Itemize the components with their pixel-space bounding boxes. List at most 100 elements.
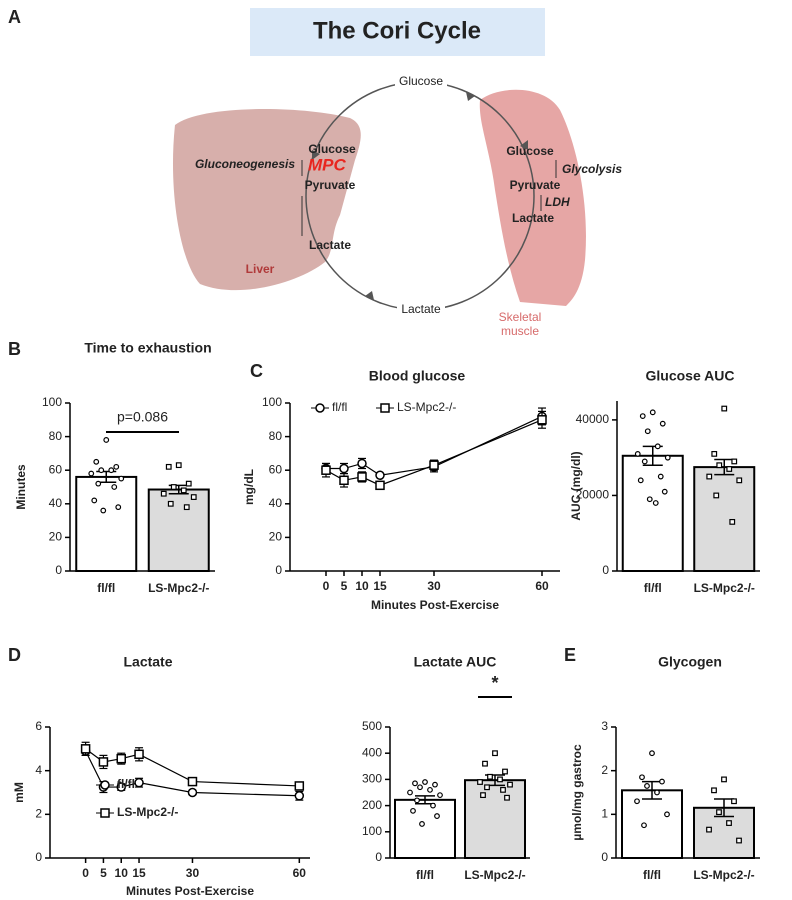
y-axis-label: µmol/mg gastroc (570, 744, 584, 841)
data-point (190, 494, 197, 500)
y-tick-label: 3 (601, 719, 608, 733)
y-tick-label: 20 (269, 530, 283, 544)
diagram-label: Lactate (309, 238, 351, 252)
data-point (434, 813, 440, 819)
data-point (116, 782, 126, 792)
data-point (357, 472, 367, 482)
x-tick-label: fl/fl (643, 868, 661, 882)
x-tick-label: 15 (373, 579, 387, 593)
data-point (414, 797, 420, 804)
arrowhead (466, 92, 475, 101)
data-point (113, 463, 120, 470)
data-point (91, 497, 98, 504)
x-tick-label: 30 (186, 866, 200, 880)
diagram-label: Glycolysis (562, 162, 622, 176)
x-tick-label: 0 (82, 866, 89, 880)
data-point (644, 783, 650, 789)
y-axis-label: mM (12, 782, 26, 803)
y-tick-label: 100 (262, 395, 282, 409)
label-bg (397, 302, 445, 318)
x-axis-label: Minutes Post-Exercise (371, 598, 499, 612)
data-point (731, 458, 738, 465)
title-box (250, 8, 545, 56)
y-axis-label: Minutes (14, 464, 28, 510)
data-point (429, 460, 439, 470)
data-point (407, 789, 413, 796)
data-point (637, 477, 644, 484)
data-point (410, 807, 416, 814)
data-point (430, 802, 436, 809)
data-point (111, 484, 118, 490)
y-tick-label: 20 (49, 530, 63, 544)
diagram-label: Glucose (399, 74, 443, 88)
data-point (652, 500, 659, 506)
y-tick-label: 80 (49, 429, 63, 443)
y-tick-label: 2 (601, 763, 608, 777)
y-tick-label: 60 (49, 462, 63, 476)
panel-label: A (8, 7, 21, 27)
data-point (437, 792, 443, 799)
diagram-label: MPC (308, 155, 347, 174)
data-point (294, 781, 305, 791)
data-point (187, 776, 198, 787)
legend-label: LS-Mpc2-/- (117, 805, 178, 819)
data-point (477, 779, 483, 785)
data-point (713, 492, 720, 499)
y-tick-label: 40 (49, 496, 63, 510)
data-point (729, 518, 736, 525)
legend-marker (315, 403, 325, 413)
data-point (537, 415, 547, 425)
data-point (187, 787, 198, 798)
y-axis-label: AUC (mg/dl) (569, 451, 583, 520)
y-tick-label: 1 (601, 807, 608, 821)
data-point (731, 798, 737, 805)
data-point (175, 462, 182, 469)
data-point (98, 757, 109, 767)
panel-label: B (8, 339, 21, 359)
data-point (170, 484, 177, 490)
data-point (419, 821, 425, 827)
y-tick-label: 0 (35, 850, 42, 864)
y-tick-label: 0 (601, 850, 608, 864)
data-point (492, 750, 498, 757)
y-tick-label: 6 (35, 719, 42, 733)
data-point (160, 490, 167, 497)
panel-label: D (8, 645, 21, 665)
data-point (357, 458, 367, 469)
y-tick-label: 2 (35, 807, 42, 821)
data-point (639, 774, 645, 781)
chart-title: Time to exhaustion (84, 340, 211, 356)
data-point (134, 777, 144, 788)
x-tick-label: LS-Mpc2-/- (693, 868, 754, 882)
data-point (641, 822, 647, 829)
y-tick-label: 400 (362, 745, 382, 759)
y-tick-label: 0 (55, 563, 62, 577)
bar (464, 779, 526, 859)
x-tick-label: LS-Mpc2-/- (464, 868, 525, 882)
data-point (95, 480, 102, 487)
data-point (487, 773, 493, 780)
data-point (502, 768, 508, 775)
data-point (93, 458, 100, 465)
x-tick-label: 60 (535, 579, 549, 593)
data-point (294, 791, 305, 801)
y-tick-label: 60 (269, 462, 283, 476)
data-point (711, 450, 718, 457)
data-point (80, 744, 91, 754)
data-point (664, 811, 670, 818)
y-tick-label: 0 (375, 850, 382, 864)
data-point (634, 450, 641, 457)
data-point (711, 787, 717, 794)
data-point (185, 480, 192, 487)
panel-label: E (564, 645, 576, 665)
data-point (664, 454, 671, 461)
data-point (661, 488, 668, 495)
data-point (103, 437, 110, 443)
muscle-shape (479, 89, 586, 306)
data-point (167, 500, 174, 507)
data-point (716, 809, 722, 816)
bar (394, 798, 456, 859)
data-point (118, 475, 125, 482)
x-axis-label: Minutes Post-Exercise (126, 884, 254, 898)
diagram-title: The Cori Cycle (313, 17, 481, 44)
